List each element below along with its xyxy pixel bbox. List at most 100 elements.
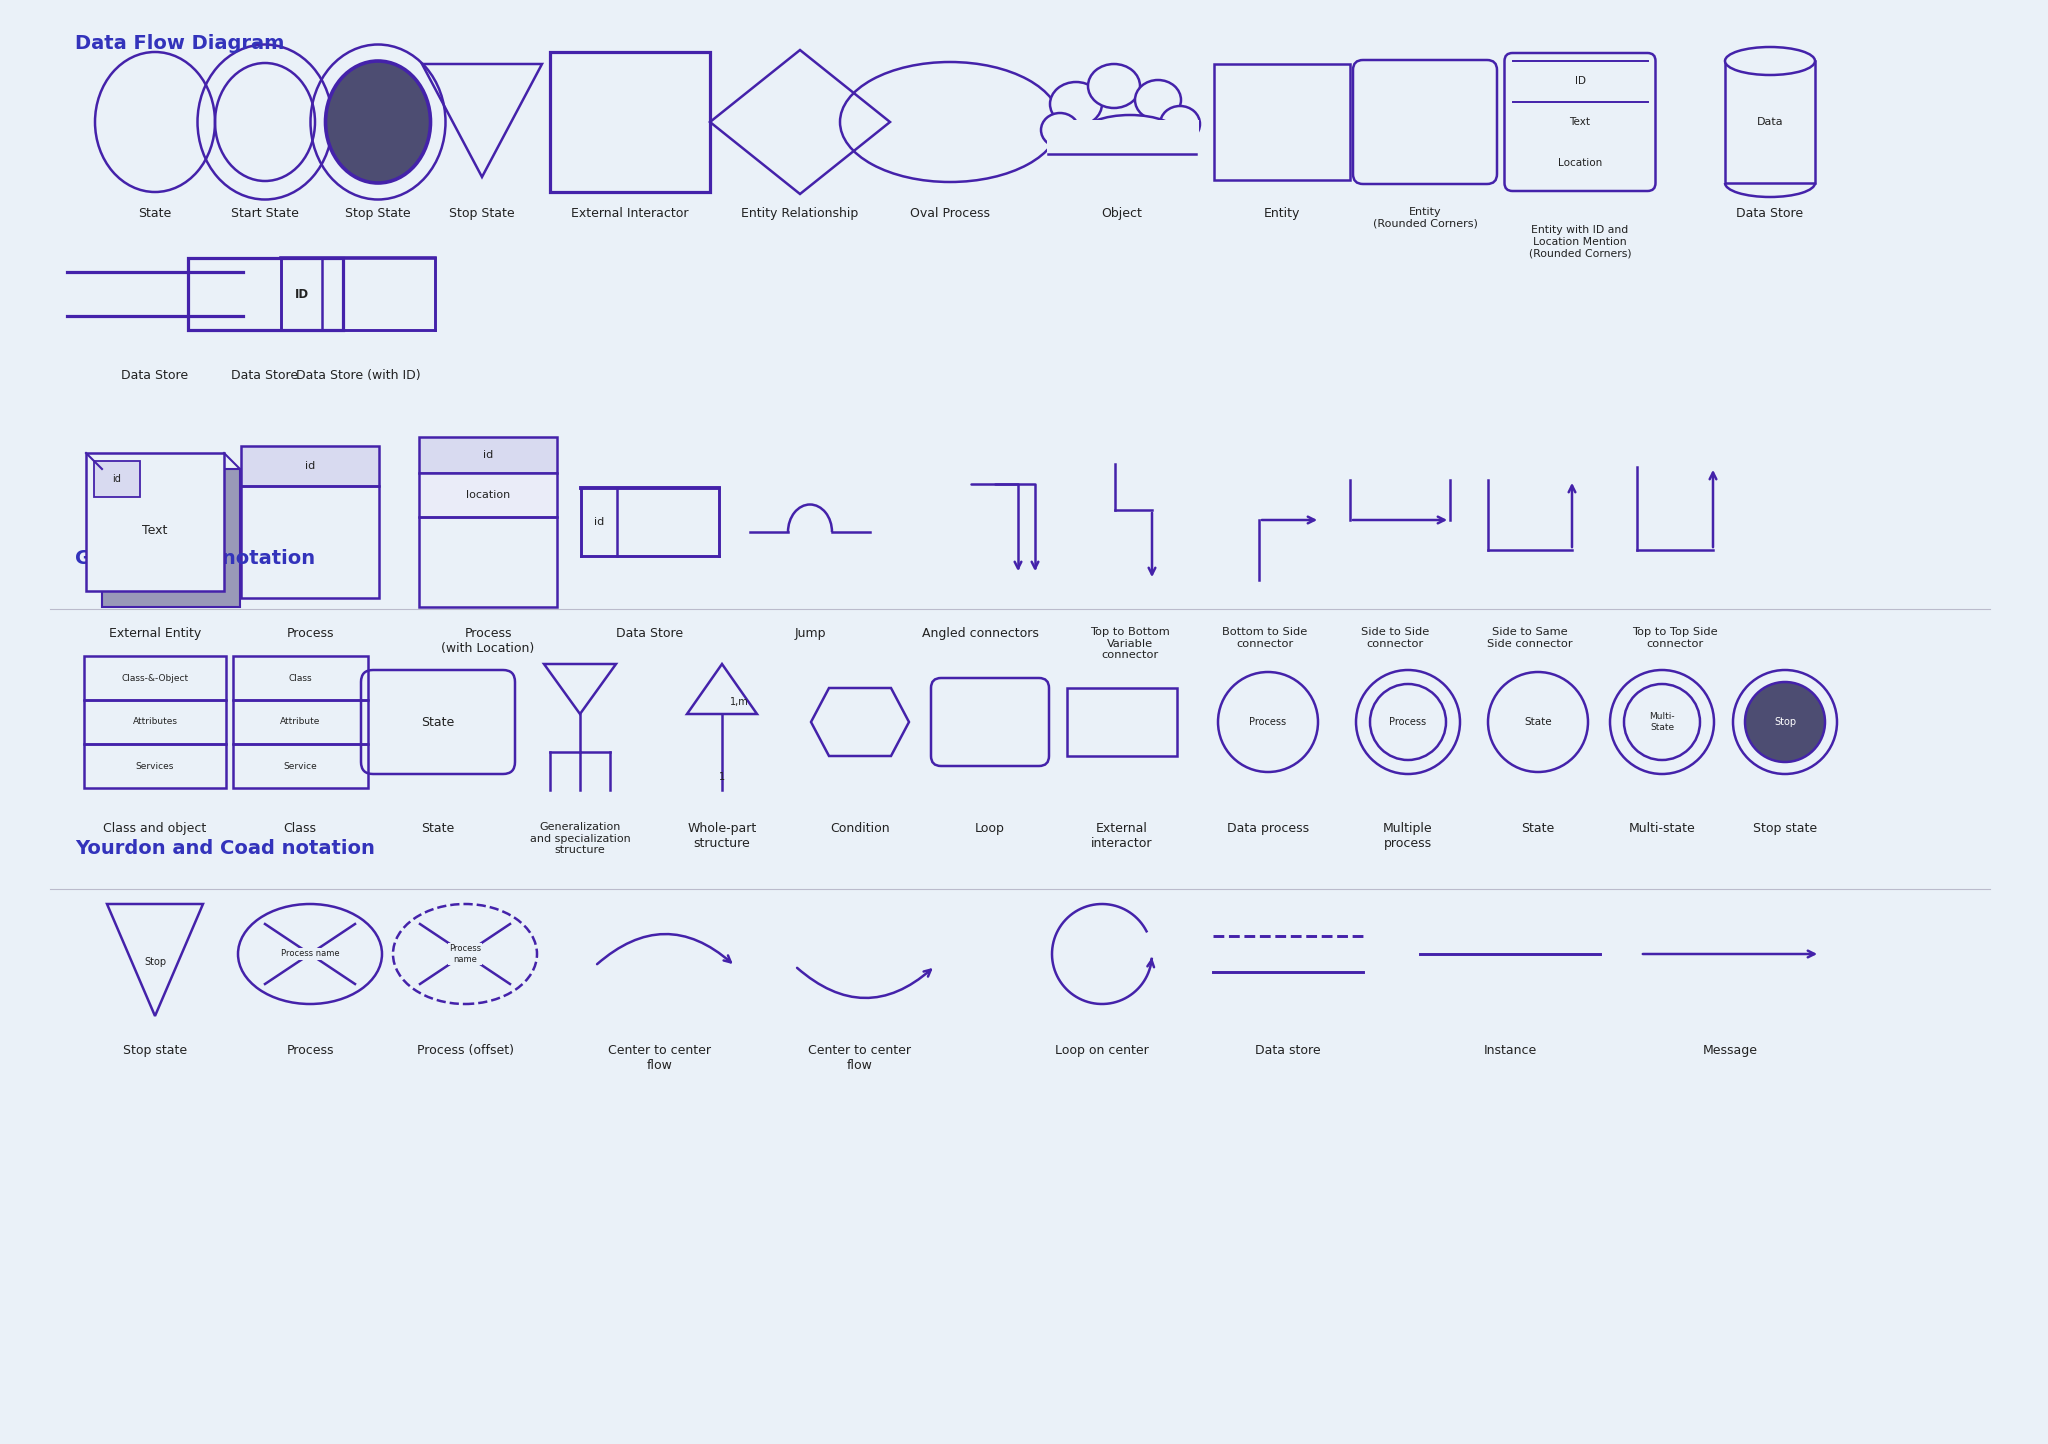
Text: Process
(with Location): Process (with Location) [442, 627, 535, 656]
Text: Data Store: Data Store [121, 370, 188, 383]
Text: External Entity: External Entity [109, 627, 201, 640]
Text: Class: Class [289, 673, 311, 683]
Text: Process: Process [287, 1044, 334, 1057]
Ellipse shape [326, 61, 430, 183]
Text: Jump: Jump [795, 627, 825, 640]
Text: Top to Top Side
connector: Top to Top Side connector [1632, 627, 1718, 648]
Ellipse shape [1081, 116, 1178, 153]
Text: Data Flow Diagram: Data Flow Diagram [76, 35, 285, 53]
Text: Services: Services [135, 761, 174, 771]
Text: Multi-
State: Multi- State [1649, 712, 1675, 732]
Text: id: id [483, 451, 494, 461]
Bar [86, 453, 223, 591]
Text: Location: Location [1559, 157, 1602, 168]
Text: Process: Process [287, 627, 334, 640]
Bar [188, 258, 342, 331]
Text: 1,m: 1,m [729, 697, 750, 708]
Bar [1724, 61, 1815, 183]
Text: Message: Message [1702, 1044, 1757, 1057]
Bar [84, 744, 225, 788]
Text: Condition: Condition [829, 822, 889, 835]
Bar [420, 517, 557, 606]
Bar [1214, 64, 1350, 180]
Text: Loop: Loop [975, 822, 1006, 835]
Text: Stop state: Stop state [123, 1044, 186, 1057]
Text: Multiple
process: Multiple process [1382, 822, 1434, 851]
Bar [84, 700, 225, 744]
Text: Attribute: Attribute [281, 718, 319, 726]
Ellipse shape [1135, 79, 1182, 120]
Text: Text: Text [141, 524, 168, 537]
Text: id: id [594, 517, 604, 527]
Text: Class-&-Object: Class-&-Object [121, 673, 188, 683]
Bar [233, 656, 367, 700]
Text: Entity with ID and
Location Mention
(Rounded Corners): Entity with ID and Location Mention (Rou… [1528, 225, 1632, 258]
Text: Text: Text [1569, 117, 1591, 127]
Ellipse shape [1724, 48, 1815, 75]
Text: Process (offset): Process (offset) [416, 1044, 514, 1057]
Bar [1047, 120, 1198, 155]
Ellipse shape [1051, 82, 1102, 126]
Text: Stop state: Stop state [1753, 822, 1817, 835]
Text: Object: Object [1102, 206, 1143, 219]
Text: Data Store: Data Store [616, 627, 684, 640]
Text: Entity Relationship: Entity Relationship [741, 206, 858, 219]
Bar [84, 656, 225, 700]
Text: Start State: Start State [231, 206, 299, 219]
Text: Process
name: Process name [449, 944, 481, 963]
Text: State: State [422, 715, 455, 729]
Text: Loop on center: Loop on center [1055, 1044, 1149, 1057]
Text: Generalization
and specialization
structure: Generalization and specialization struct… [530, 822, 631, 855]
Text: Angled connectors: Angled connectors [922, 627, 1038, 640]
Text: External Interactor: External Interactor [571, 206, 688, 219]
Ellipse shape [1087, 64, 1141, 108]
Text: Stop State: Stop State [346, 206, 412, 219]
Text: Side to Side
connector: Side to Side connector [1360, 627, 1430, 648]
Bar [1067, 687, 1178, 757]
Text: Data Store: Data Store [1737, 206, 1804, 219]
Text: State: State [422, 822, 455, 835]
Text: Stop: Stop [1774, 718, 1796, 726]
Text: Data Store: Data Store [231, 370, 299, 383]
Ellipse shape [1040, 113, 1079, 147]
Text: ID: ID [1575, 77, 1585, 87]
Text: Process name: Process name [281, 950, 340, 959]
Text: Data Store (with ID): Data Store (with ID) [295, 370, 420, 383]
Text: State: State [1522, 822, 1554, 835]
Text: Class and object: Class and object [102, 822, 207, 835]
Text: Entity: Entity [1264, 206, 1300, 219]
Text: Process: Process [1249, 718, 1286, 726]
Bar [420, 438, 557, 474]
Text: State: State [139, 206, 172, 219]
Circle shape [1745, 682, 1825, 762]
Bar [242, 446, 379, 487]
Text: Center to center
flow: Center to center flow [809, 1044, 911, 1071]
Text: Yourdon and Coad notation: Yourdon and Coad notation [76, 839, 375, 858]
Text: Attributes: Attributes [133, 718, 178, 726]
Bar [233, 744, 367, 788]
Text: id: id [113, 474, 121, 484]
Bar [242, 487, 379, 598]
Bar [551, 52, 711, 192]
Text: State: State [1524, 718, 1552, 726]
Bar [94, 461, 139, 497]
Text: Service: Service [283, 761, 317, 771]
Bar [420, 474, 557, 517]
Text: Process: Process [1389, 718, 1427, 726]
Text: Bottom to Side
connector: Bottom to Side connector [1223, 627, 1307, 648]
Bar [233, 700, 367, 744]
Text: Data store: Data store [1255, 1044, 1321, 1057]
Text: Top to Bottom
Variable
connector: Top to Bottom Variable connector [1090, 627, 1169, 660]
Text: 1: 1 [719, 773, 725, 783]
Text: Class: Class [283, 822, 317, 835]
Text: Entity
(Rounded Corners): Entity (Rounded Corners) [1372, 206, 1477, 228]
Text: Stop State: Stop State [449, 206, 514, 219]
Bar [102, 469, 240, 606]
Text: External
interactor: External interactor [1092, 822, 1153, 851]
Ellipse shape [1159, 105, 1200, 142]
Text: id: id [305, 461, 315, 471]
Text: Data process: Data process [1227, 822, 1309, 835]
Text: location: location [465, 490, 510, 500]
Text: Side to Same
Side connector: Side to Same Side connector [1487, 627, 1573, 648]
Text: Stop: Stop [143, 957, 166, 967]
